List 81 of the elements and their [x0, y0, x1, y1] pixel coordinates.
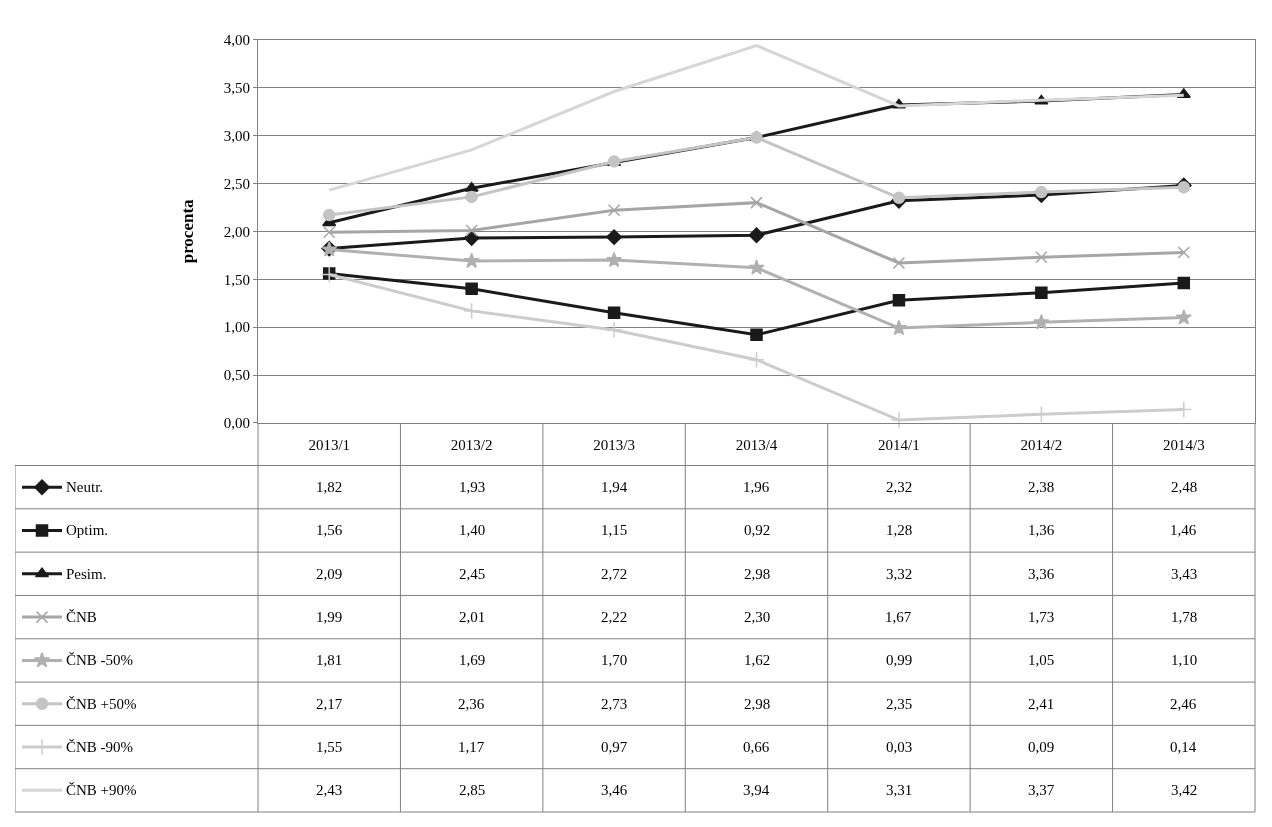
data-label: 0,14 [1170, 739, 1197, 755]
y-tick-label: 2,00 [223, 223, 250, 240]
x-tick-label: 2014/1 [878, 436, 920, 453]
legend-label: ČNB -90% [66, 739, 134, 755]
data-label: 2,85 [459, 782, 486, 798]
y-tick-label: 0,50 [223, 367, 250, 384]
legend-label: Optim. [66, 522, 109, 538]
data-label: 1,96 [743, 479, 770, 495]
y-tick-label: 2,50 [223, 175, 250, 192]
data-label: 1,10 [1171, 652, 1198, 668]
data-label: 2,09 [316, 566, 343, 582]
data-label: 1,40 [459, 522, 486, 538]
data-label: 0,97 [601, 739, 628, 755]
data-label: 2,45 [459, 566, 486, 582]
data-label: 1,62 [744, 652, 771, 668]
data-label: 2,01 [459, 609, 486, 625]
data-label: 2,46 [1170, 696, 1197, 712]
data-label: 1,99 [316, 609, 343, 625]
data-label: 1,56 [316, 522, 343, 538]
data-label: 1,46 [1170, 522, 1197, 538]
data-label: 1,36 [1028, 522, 1055, 538]
x-tick-label: 2013/3 [593, 436, 635, 453]
x-tick-label: 2013/1 [308, 436, 351, 453]
data-label: 1,93 [459, 479, 486, 495]
data-label: 2,22 [601, 609, 628, 625]
data-label: 3,31 [886, 782, 913, 798]
legend-label: Neutr. [66, 479, 104, 495]
data-label: 1,78 [1171, 609, 1198, 625]
data-label: 3,32 [886, 566, 913, 582]
data-label: 3,94 [743, 782, 770, 798]
data-label: 3,46 [601, 782, 628, 798]
x-tick-label: 2014/2 [1020, 436, 1063, 453]
data-label: 1,05 [1028, 652, 1055, 668]
legend-label: Pesim. [66, 566, 107, 582]
data-label: 3,43 [1171, 566, 1198, 582]
legend-label: ČNB -50% [66, 652, 134, 668]
y-tick-label: 0,00 [223, 415, 250, 432]
data-label: 1,82 [316, 479, 343, 495]
data-label: 2,43 [316, 782, 343, 798]
data-label: 0,99 [886, 652, 913, 668]
legend-label: ČNB +90% [66, 782, 137, 798]
data-label: 0,92 [744, 522, 771, 538]
data-label: 0,09 [1028, 739, 1055, 755]
legend-label: ČNB [66, 609, 97, 625]
y-tick-label: 3,00 [223, 127, 250, 144]
data-label: 1,69 [459, 652, 486, 668]
data-label: 1,67 [885, 609, 912, 625]
data-label: 2,48 [1171, 479, 1198, 495]
data-label: 2,17 [316, 696, 343, 712]
data-label: 3,42 [1171, 782, 1198, 798]
data-label: 3,37 [1028, 782, 1055, 798]
data-label: 2,98 [744, 696, 771, 712]
legend-label: ČNB +50% [66, 696, 137, 712]
data-label: 1,28 [886, 522, 913, 538]
x-tick-label: 2013/4 [735, 436, 778, 453]
y-tick-label: 1,50 [223, 271, 250, 288]
data-label: 0,03 [886, 739, 913, 755]
data-label: 1,81 [316, 652, 343, 668]
data-label: 2,98 [744, 566, 771, 582]
data-label: 2,38 [1028, 479, 1055, 495]
y-tick-label: 1,00 [223, 319, 250, 336]
x-tick-label: 2014/3 [1162, 436, 1205, 453]
y-tick-label: 4,00 [223, 32, 250, 49]
data-label: 3,36 [1028, 566, 1055, 582]
data-label: 2,73 [601, 696, 628, 712]
data-label: 1,17 [458, 739, 485, 755]
data-label: 2,41 [1028, 696, 1055, 712]
data-label: 1,55 [316, 739, 343, 755]
data-label: 1,73 [1028, 609, 1055, 625]
data-label: 1,15 [601, 522, 628, 538]
data-label: 2,30 [744, 609, 771, 625]
y-tick-label: 3,50 [223, 79, 250, 96]
data-label: 1,94 [601, 479, 628, 495]
x-tick-label: 2013/2 [450, 436, 493, 453]
data-label: 2,72 [601, 566, 628, 582]
y-axis-title: procenta [178, 198, 198, 264]
data-label: 1,70 [601, 652, 628, 668]
data-label: 2,35 [886, 696, 913, 712]
data-label: 0,66 [743, 739, 770, 755]
data-label: 2,32 [886, 479, 913, 495]
data-label: 2,36 [458, 696, 485, 712]
